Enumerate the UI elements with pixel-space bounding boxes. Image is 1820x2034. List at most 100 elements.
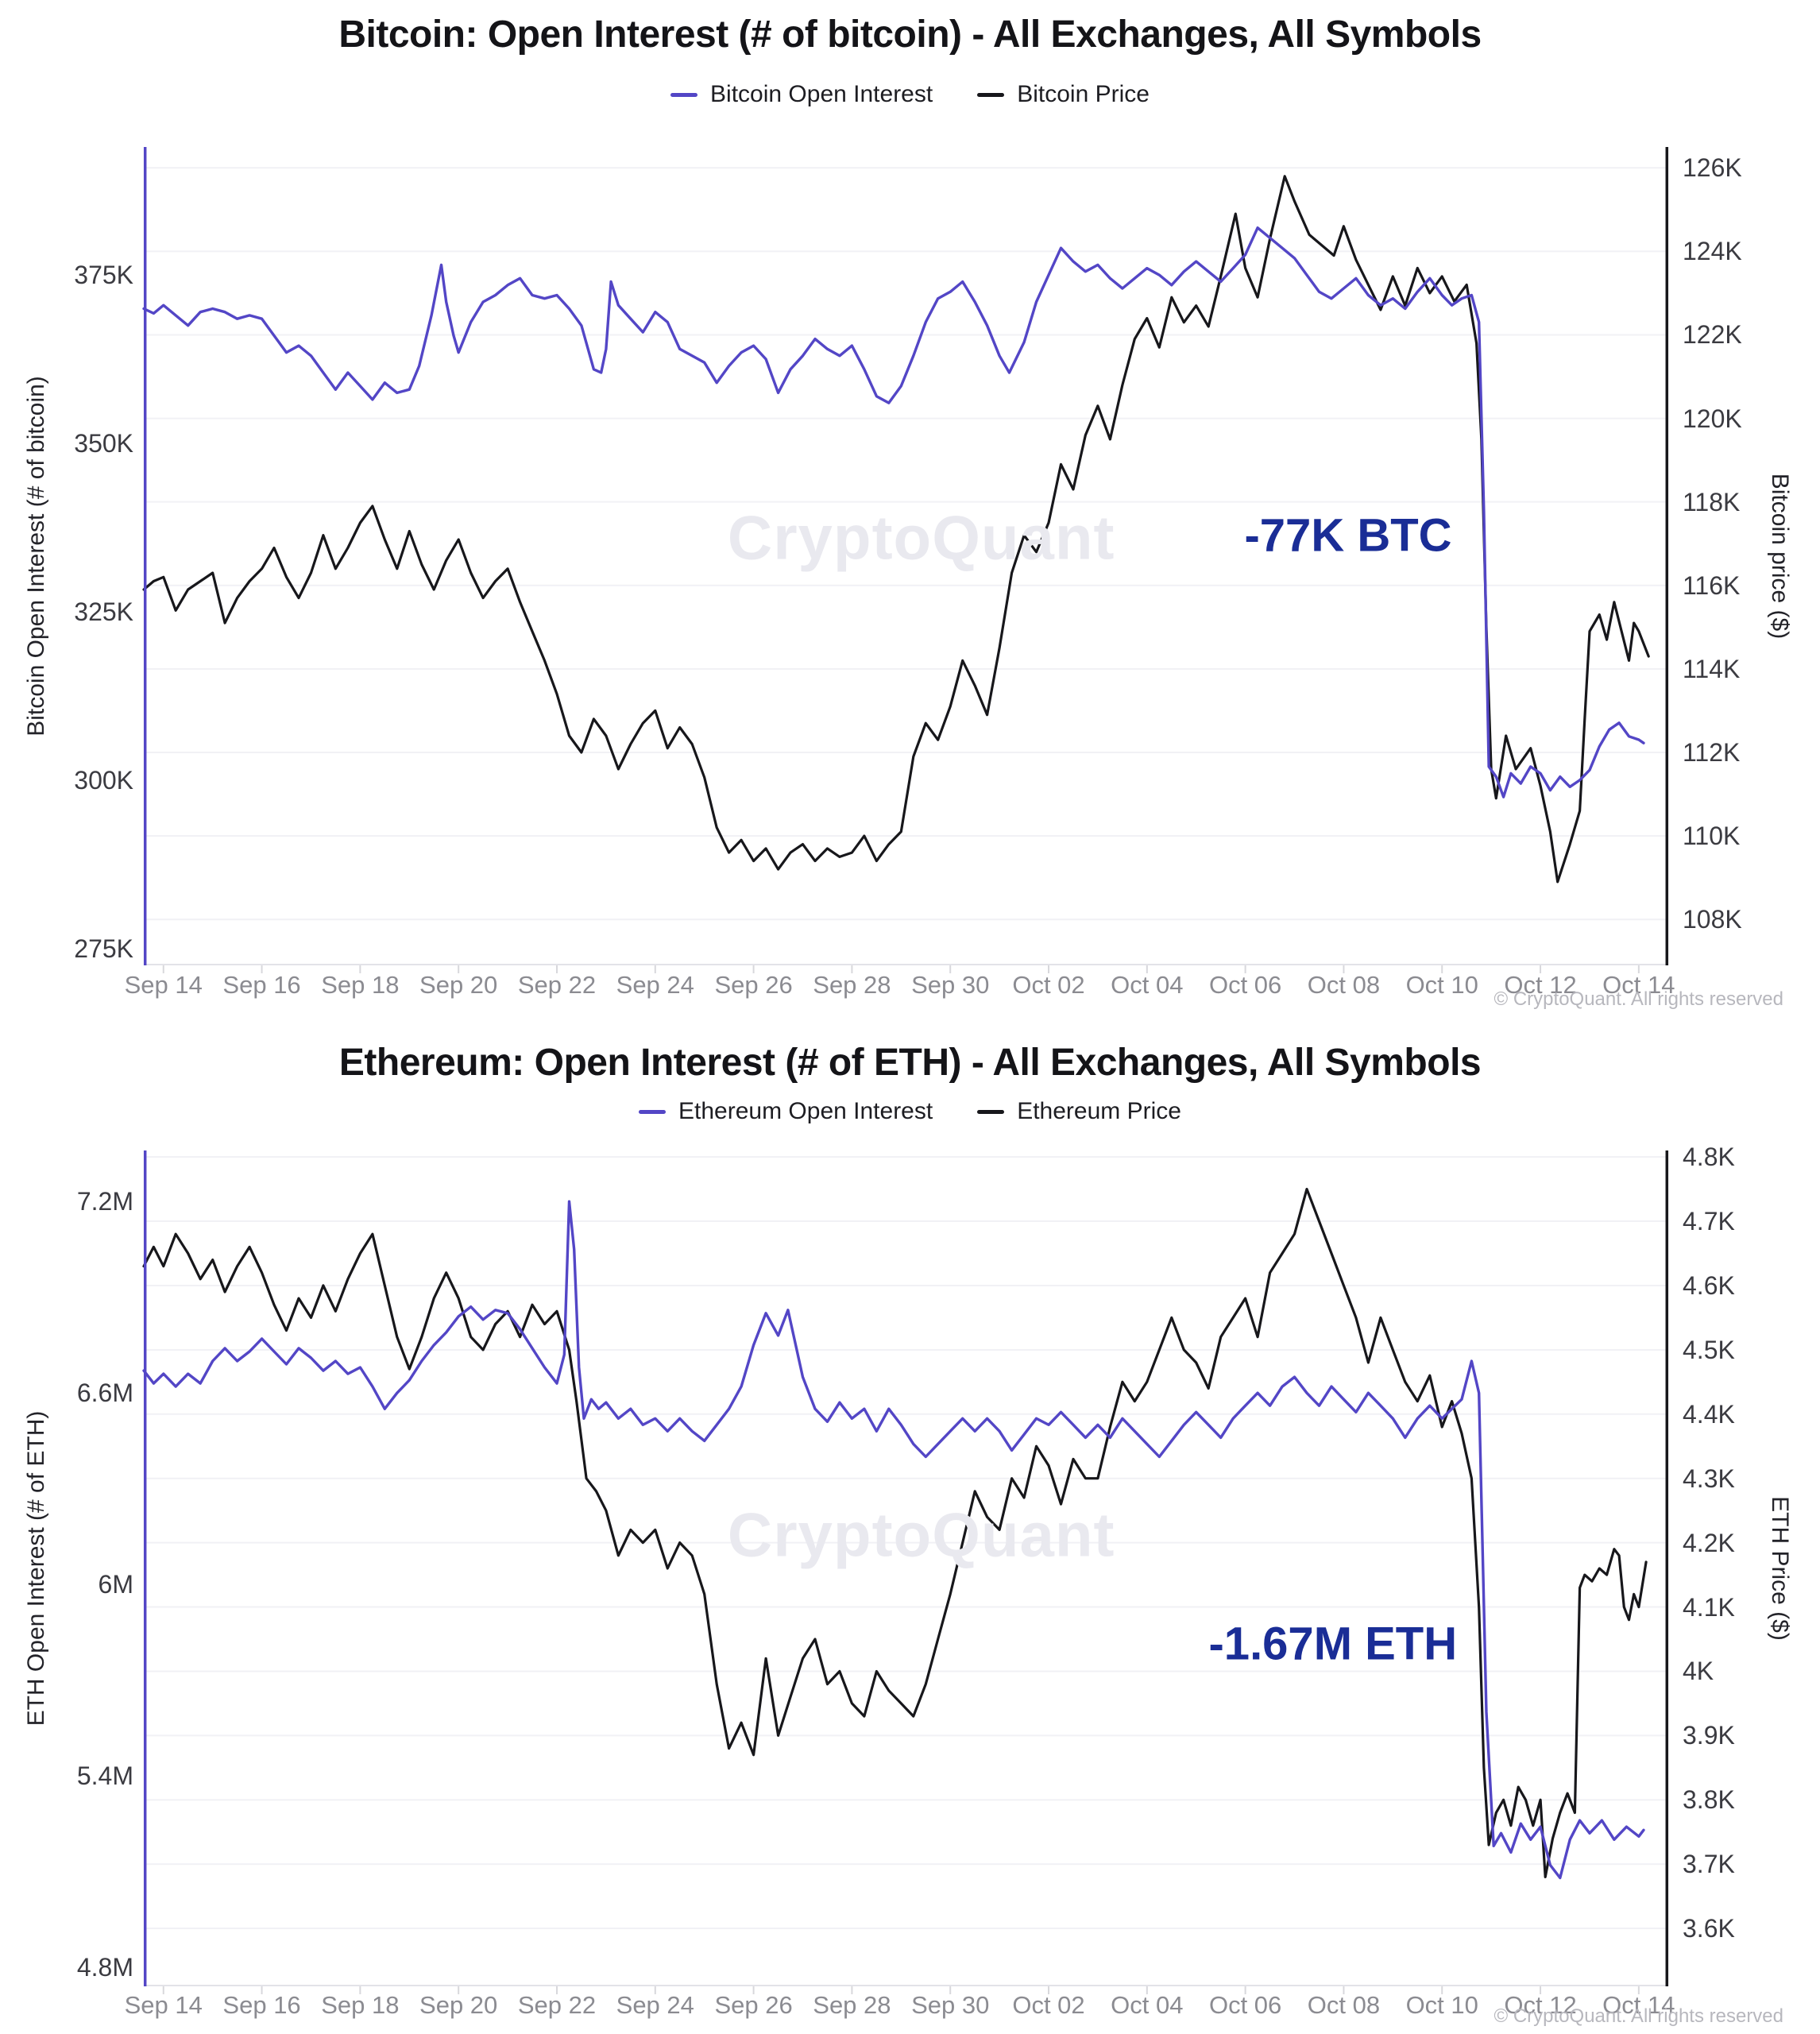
x-axis-tick-label: Oct 02 xyxy=(1012,1991,1085,2019)
right-axis-tick-label: 126K xyxy=(1683,153,1742,183)
right-axis-tick-label: 3.9K xyxy=(1683,1721,1735,1750)
right-axis-tick-label: 116K xyxy=(1683,570,1741,600)
x-axis-tick-label: Sep 18 xyxy=(321,1991,400,2019)
right-axis-tick-label: 3.6K xyxy=(1683,1914,1735,1943)
right-axis-tick-label: 122K xyxy=(1683,320,1742,350)
btc-left-axis-ticks: 275K 300K 325K 350K 375K xyxy=(0,147,133,965)
x-axis-tick-label: Sep 30 xyxy=(911,1991,990,2019)
x-axis-tick-label: Oct 08 xyxy=(1307,1991,1381,2019)
right-axis-tick-label: 124K xyxy=(1683,237,1742,266)
x-axis-tick-label: Sep 14 xyxy=(124,971,203,999)
btc-chart-section: Bitcoin: Open Interest (# of bitcoin) - … xyxy=(0,14,1820,1010)
legend-label: Bitcoin Price xyxy=(1017,81,1150,107)
left-axis-tick-label: 350K xyxy=(74,429,133,458)
legend-line-icon xyxy=(977,92,1005,97)
btc-oi-drop-annotation: -77K BTC xyxy=(1244,509,1452,562)
eth-chart-title: Ethereum: Open Interest (# of ETH) - All… xyxy=(338,1042,1482,1084)
eth-right-axis-ticks: 3.6K 3.7K 3.8K 3.9K 4K 4.1K 4.2K 4.3K 4.4K 4.5K 4.… xyxy=(1683,1143,1818,1986)
x-axis-tick-label: Sep 26 xyxy=(714,971,793,999)
eth-right-axis-title: ETH Price ($) xyxy=(1767,1496,1793,1641)
left-axis-tick-label: 325K xyxy=(74,597,133,626)
left-axis-tick-label: 6.6M xyxy=(76,1379,133,1408)
legend-line-icon xyxy=(639,1109,667,1114)
legend-item[interactable]: Bitcoin Price xyxy=(977,81,1150,108)
x-axis-tick-label: Sep 28 xyxy=(813,1991,891,2019)
x-axis-tick-label: Oct 14 xyxy=(1602,1991,1675,2019)
right-axis-tick-label: 112K xyxy=(1683,737,1741,767)
legend-label: Bitcoin Open Interest xyxy=(710,81,933,107)
x-axis-tick-label: Oct 10 xyxy=(1405,1991,1478,2019)
right-axis-tick-label: 114K xyxy=(1683,654,1741,683)
legend-item[interactable]: Ethereum Open Interest xyxy=(639,1098,933,1125)
x-axis-tick-label: Sep 20 xyxy=(419,1991,498,2019)
btc-plot-svg[interactable] xyxy=(142,147,1669,973)
legend-item[interactable]: Ethereum Price xyxy=(977,1098,1181,1125)
btc-left-axis-title: Bitcoin Open Interest (# of bitcoin) xyxy=(23,376,49,737)
legend-line-icon xyxy=(670,92,698,97)
x-axis-tick-label: Oct 06 xyxy=(1208,971,1282,999)
x-axis-tick-label: Sep 26 xyxy=(714,1991,793,2019)
x-axis-tick-label: Oct 08 xyxy=(1307,971,1381,999)
btc-legend: Bitcoin Open Interest Bitcoin Price xyxy=(0,81,1820,108)
copyright-notice: © CryptoQuant. All rights reserved xyxy=(1493,988,1784,1010)
right-axis-tick-label: 110K xyxy=(1683,822,1741,851)
x-axis-tick-label: Sep 30 xyxy=(911,971,990,999)
x-axis-tick-label: Oct 12 xyxy=(1504,1991,1577,2019)
btc-right-axis-ticks: 108K 110K 112K 114K 116K 118K 120K 122K 124K 126K xyxy=(1683,147,1818,965)
x-axis-tick-label: Sep 28 xyxy=(813,971,891,999)
x-axis-tick-label: Sep 20 xyxy=(419,971,498,999)
x-axis-tick-label: Oct 02 xyxy=(1012,971,1085,999)
x-axis-tick-label: Sep 22 xyxy=(517,1991,597,2019)
right-axis-tick-label: 120K xyxy=(1683,404,1742,433)
right-axis-tick-label: 4.4K xyxy=(1683,1399,1735,1429)
eth-x-axis-ticks: Sep 14 Sep 16 Sep 18 Sep 20 Sep 22 Sep 24 Sep … xyxy=(125,1991,1675,2023)
legend-line-icon xyxy=(977,1109,1005,1114)
x-axis-tick-label: Sep 24 xyxy=(616,1991,694,2019)
left-axis-tick-label: 300K xyxy=(74,765,133,795)
btc-x-axis-ticks: Sep 14 Sep 16 Sep 18 Sep 20 Sep 22 Sep 24 Sep … xyxy=(125,971,1675,1003)
right-axis-tick-label: 4.5K xyxy=(1683,1335,1735,1364)
x-axis-tick-label: Sep 22 xyxy=(517,971,597,999)
btc-right-axis-title: Bitcoin price ($) xyxy=(1767,473,1793,640)
right-axis-tick-label: 108K xyxy=(1683,905,1742,934)
bitcoin-price-line xyxy=(142,175,1650,884)
right-axis-tick-label: 4.1K xyxy=(1683,1592,1735,1622)
x-axis-tick-label: Sep 16 xyxy=(222,1991,301,2019)
left-axis-tick-label: 275K xyxy=(74,934,133,963)
right-axis-tick-label: 4.2K xyxy=(1683,1528,1735,1557)
right-axis-tick-label: 118K xyxy=(1683,487,1741,516)
copyright-notice: © CryptoQuant. All rights reserved xyxy=(1493,2005,1784,2027)
right-axis-tick-label: 3.8K xyxy=(1683,1785,1735,1815)
left-axis-tick-label: 5.4M xyxy=(76,1761,133,1790)
right-axis-tick-label: 4.7K xyxy=(1683,1207,1735,1235)
x-axis-tick-label: Sep 24 xyxy=(616,971,694,999)
x-axis-tick-label: Sep 16 xyxy=(222,971,301,999)
x-axis-tick-label: Oct 04 xyxy=(1111,971,1184,999)
eth-left-axis-title: ETH Open Interest (# of ETH) xyxy=(23,1410,49,1727)
right-axis-tick-label: 4.8K xyxy=(1683,1143,1735,1172)
eth-left-axis-ticks: 4.8M 5.4M 6M 6.6M 7.2M xyxy=(0,1150,133,1986)
x-axis-tick-label: Oct 14 xyxy=(1602,971,1675,999)
right-axis-tick-label: 4.6K xyxy=(1683,1270,1735,1300)
x-axis-tick-label: Oct 10 xyxy=(1405,971,1478,999)
bitcoin-open-interest-line xyxy=(142,226,1645,799)
left-axis-tick-label: 6M xyxy=(98,1570,133,1599)
btc-chart-title: Bitcoin: Open Interest (# of bitcoin) - … xyxy=(338,14,1482,56)
left-axis-tick-label: 7.2M xyxy=(76,1187,133,1216)
eth-plot-svg[interactable] xyxy=(142,1150,1669,1994)
eth-chart-section: Ethereum: Open Interest (# of ETH) - All… xyxy=(0,1033,1820,2034)
eth-legend: Ethereum Open Interest Ethereum Price xyxy=(0,1098,1820,1125)
right-axis-tick-label: 3.7K xyxy=(1683,1850,1735,1879)
x-axis-tick-label: Sep 14 xyxy=(124,1991,203,2019)
legend-item[interactable]: Bitcoin Open Interest xyxy=(670,81,933,108)
eth-plot-area: CryptoQuant -1.67M ETH xyxy=(142,1150,1669,1994)
eth-oi-drop-annotation: -1.67M ETH xyxy=(1208,1618,1458,1670)
x-axis-tick-label: Oct 04 xyxy=(1111,1991,1184,2019)
ethereum-price-line xyxy=(142,1187,1648,1879)
right-axis-tick-label: 4K xyxy=(1683,1657,1714,1686)
x-axis-tick-label: Oct 06 xyxy=(1208,1991,1282,2019)
ethereum-open-interest-line xyxy=(142,1200,1645,1880)
x-axis-tick-label: Sep 18 xyxy=(321,971,400,999)
right-axis-tick-label: 4.3K xyxy=(1683,1464,1735,1493)
